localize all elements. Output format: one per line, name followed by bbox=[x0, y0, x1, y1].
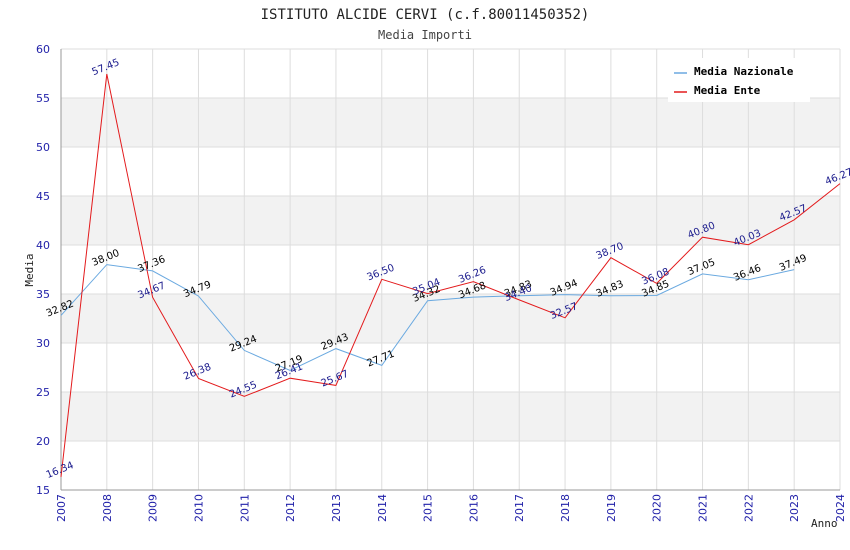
y-tick-40: 40 bbox=[36, 239, 50, 252]
x-tick-2023: 2023 bbox=[788, 494, 801, 522]
band-25 bbox=[61, 343, 840, 392]
x-tick-2019: 2019 bbox=[605, 494, 618, 522]
y-tick-20: 20 bbox=[36, 435, 50, 448]
band-20 bbox=[61, 392, 840, 441]
x-axis-label: Anno bbox=[811, 517, 838, 530]
y-tick-50: 50 bbox=[36, 141, 50, 154]
x-tick-2013: 2013 bbox=[330, 494, 343, 522]
x-tick-2009: 2009 bbox=[147, 494, 160, 522]
band-30 bbox=[61, 294, 840, 343]
x-tick-2024: 2024 bbox=[834, 494, 847, 522]
y-tick-15: 15 bbox=[36, 484, 50, 497]
x-tick-2016: 2016 bbox=[467, 494, 480, 522]
band-15 bbox=[61, 441, 840, 490]
band-40 bbox=[61, 196, 840, 245]
chart-title: ISTITUTO ALCIDE CERVI (c.f.80011450352) bbox=[261, 7, 590, 23]
legend-label-media-nazionale: Media Nazionale bbox=[694, 65, 794, 78]
x-tick-2007: 2007 bbox=[55, 494, 68, 522]
y-tick-30: 30 bbox=[36, 337, 50, 350]
y-tick-45: 45 bbox=[36, 190, 50, 203]
y-tick-labels: 15 20 25 30 35 40 45 50 55 60 bbox=[36, 43, 50, 497]
chart-subtitle: Media Importi bbox=[378, 28, 472, 42]
series-lines bbox=[60, 73, 841, 477]
legend-box bbox=[668, 58, 810, 102]
y-tick-35: 35 bbox=[36, 288, 50, 301]
x-tick-2011: 2011 bbox=[238, 494, 251, 522]
axes bbox=[60, 49, 840, 491]
legend-label-media-ente: Media Ente bbox=[694, 84, 761, 97]
x-tick-2008: 2008 bbox=[101, 494, 114, 522]
y-tick-25: 25 bbox=[36, 386, 50, 399]
x-tick-labels: 2007 2008 2009 2010 2011 2012 2013 2014 2015 2016… bbox=[55, 494, 847, 522]
x-tick-2021: 2021 bbox=[697, 494, 710, 522]
x-tick-2012: 2012 bbox=[284, 494, 297, 522]
x-tick-2022: 2022 bbox=[742, 494, 755, 522]
y-tick-55: 55 bbox=[36, 92, 50, 105]
plot-background bbox=[61, 49, 840, 490]
band-35 bbox=[61, 245, 840, 294]
y-axis-label: Media bbox=[23, 253, 36, 286]
x-tick-2015: 2015 bbox=[422, 494, 435, 522]
x-tick-2020: 2020 bbox=[651, 494, 664, 522]
band-45 bbox=[61, 147, 840, 196]
line-media-ente bbox=[60, 73, 841, 477]
band-50 bbox=[61, 98, 840, 147]
legend: Media Nazionale Media Ente bbox=[668, 58, 810, 102]
x-tick-2018: 2018 bbox=[559, 494, 572, 522]
line-media-nazionale bbox=[60, 264, 795, 372]
x-tick-2017: 2017 bbox=[513, 494, 526, 522]
x-tick-2014: 2014 bbox=[376, 494, 389, 522]
x-tick-2010: 2010 bbox=[192, 494, 205, 522]
y-tick-60: 60 bbox=[36, 43, 50, 56]
